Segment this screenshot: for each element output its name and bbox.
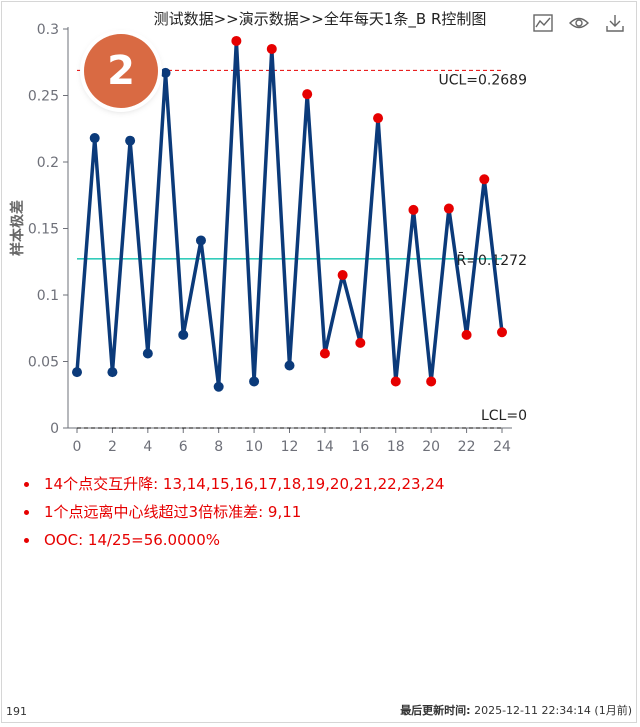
data-point [107, 367, 118, 378]
x-tick-label: 24 [493, 439, 511, 455]
note-item: OOC: 14/25=56.0000% [22, 526, 444, 554]
data-point-ooc [231, 35, 242, 46]
x-tick-label: 12 [281, 439, 299, 455]
data-point-ooc [373, 113, 384, 124]
data-point [195, 235, 206, 246]
x-tick-label: 10 [245, 439, 263, 455]
data-point-ooc [497, 327, 507, 338]
data-point [142, 348, 153, 359]
x-tick-label: 22 [458, 439, 476, 455]
y-tick-label: 0 [50, 421, 59, 437]
toolbox [532, 12, 626, 34]
data-point-ooc [355, 337, 366, 348]
y-axis-title: 样本极差 [9, 200, 26, 256]
data-point-ooc [443, 203, 454, 214]
data-point [249, 376, 260, 387]
data-point [178, 329, 189, 340]
data-point-ooc [337, 270, 348, 281]
data-point-ooc [302, 89, 313, 100]
footer-id: 191 [6, 705, 27, 718]
data-point [72, 367, 82, 378]
data-point-ooc [461, 329, 472, 340]
y-tick-label: 0.1 [37, 288, 59, 304]
y-tick-label: 0.05 [28, 355, 59, 371]
analysis-notes: 14个点交互升降: 13,14,15,16,17,18,19,20,21,22,… [22, 470, 444, 554]
control-line-label-lcl: LCL=0 [481, 408, 527, 424]
data-point-ooc [426, 376, 437, 387]
note-item: 1个点远离中心线超过3倍标准差: 9,11 [22, 498, 444, 526]
download-icon[interactable] [604, 12, 626, 34]
x-tick-label: 4 [143, 439, 152, 455]
y-tick-label: 0.25 [28, 89, 59, 105]
data-point-ooc [390, 376, 401, 387]
x-tick-label: 8 [214, 439, 223, 455]
x-tick-label: 20 [422, 439, 440, 455]
data-point [160, 67, 171, 78]
y-tick-label: 0.2 [37, 155, 59, 171]
x-tick-label: 2 [108, 439, 117, 455]
x-tick-label: 6 [179, 439, 188, 455]
chart-title: 测试数据>>演示数据>>全年每天1条_B R控制图 [153, 10, 487, 28]
y-tick-label: 0.15 [28, 222, 59, 238]
data-point-ooc [479, 174, 490, 185]
data-point-ooc [408, 204, 419, 215]
x-tick-label: 18 [387, 439, 405, 455]
control-line-label-ucl: UCL=0.2689 [438, 72, 527, 88]
updated-value: 2025-12-11 22:34:14 (1月前) [474, 704, 632, 717]
footer-updated: 最后更新时间: 2025-12-11 22:34:14 (1月前) [400, 702, 632, 718]
note-item: 14个点交互升降: 13,14,15,16,17,18,19,20,21,22,… [22, 470, 444, 498]
x-tick-label: 0 [73, 439, 82, 455]
data-point-ooc [266, 43, 277, 54]
x-tick-label: 16 [351, 439, 369, 455]
data-point [213, 381, 224, 392]
data-point [284, 360, 295, 371]
control-chart: 00.050.10.150.20.250.30 2 4 6 8 10 12 14 16 18 20 2… [9, 22, 527, 455]
data-point [125, 135, 136, 146]
data-point-ooc [319, 348, 330, 359]
eye-icon[interactable] [568, 12, 590, 34]
x-tick-label: 14 [316, 439, 334, 455]
y-tick-label: 0.3 [37, 22, 59, 38]
line-chart-icon[interactable] [532, 12, 554, 34]
updated-label: 最后更新时间: [400, 704, 471, 717]
data-point [89, 133, 100, 144]
rank-badge: 2 [84, 34, 158, 108]
